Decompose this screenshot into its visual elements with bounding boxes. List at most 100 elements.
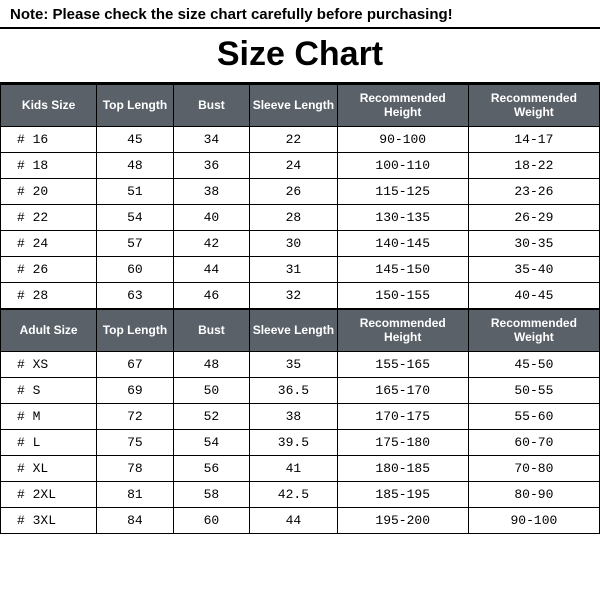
table-cell: # 24 bbox=[1, 230, 97, 256]
table-cell: 170-175 bbox=[337, 403, 468, 429]
table-cell: 185-195 bbox=[337, 481, 468, 507]
table-cell: 100-110 bbox=[337, 152, 468, 178]
table-cell: 145-150 bbox=[337, 256, 468, 282]
table-cell: 70-80 bbox=[468, 455, 599, 481]
table-cell: 45-50 bbox=[468, 351, 599, 377]
table-cell: 39.5 bbox=[250, 429, 337, 455]
adult-header-bust: Bust bbox=[173, 309, 250, 351]
table-cell: 60-70 bbox=[468, 429, 599, 455]
table-cell: 32 bbox=[250, 282, 337, 308]
table-cell: 54 bbox=[173, 429, 250, 455]
table-cell: # 3XL bbox=[1, 507, 97, 533]
table-cell: 48 bbox=[173, 351, 250, 377]
table-cell: # XS bbox=[1, 351, 97, 377]
table-cell: 56 bbox=[173, 455, 250, 481]
table-cell: 35-40 bbox=[468, 256, 599, 282]
table-cell: # XL bbox=[1, 455, 97, 481]
table-row: # XS674835155-16545-50 bbox=[1, 351, 600, 377]
table-cell: 22 bbox=[250, 126, 337, 152]
kids-header-row: Kids Size Top Length Bust Sleeve Length … bbox=[1, 85, 600, 127]
table-cell: 28 bbox=[250, 204, 337, 230]
table-cell: # 28 bbox=[1, 282, 97, 308]
table-cell: 55-60 bbox=[468, 403, 599, 429]
table-cell: 38 bbox=[250, 403, 337, 429]
table-cell: # S bbox=[1, 377, 97, 403]
table-row: # 18483624100-11018-22 bbox=[1, 152, 600, 178]
table-cell: 50 bbox=[173, 377, 250, 403]
table-cell: 75 bbox=[97, 429, 174, 455]
table-cell: # 20 bbox=[1, 178, 97, 204]
table-row: # 28634632150-15540-45 bbox=[1, 282, 600, 308]
adult-header-size: Adult Size bbox=[1, 309, 97, 351]
table-cell: 30 bbox=[250, 230, 337, 256]
adult-header-toplength: Top Length bbox=[97, 309, 174, 351]
table-cell: 54 bbox=[97, 204, 174, 230]
table-cell: 42.5 bbox=[250, 481, 337, 507]
table-row: # 24574230140-14530-35 bbox=[1, 230, 600, 256]
table-cell: 67 bbox=[97, 351, 174, 377]
table-cell: 78 bbox=[97, 455, 174, 481]
kids-header-height: Recommended Height bbox=[337, 85, 468, 127]
note-text: Note: Please check the size chart carefu… bbox=[0, 0, 600, 27]
kids-header-bust: Bust bbox=[173, 85, 250, 127]
table-cell: 84 bbox=[97, 507, 174, 533]
table-cell: 30-35 bbox=[468, 230, 599, 256]
kids-body: # 1645342290-10014-17# 18483624100-11018… bbox=[1, 126, 600, 308]
adult-header-weight: Recommended Weight bbox=[468, 309, 599, 351]
table-row: # XL785641180-18570-80 bbox=[1, 455, 600, 481]
table-cell: 24 bbox=[250, 152, 337, 178]
table-cell: 90-100 bbox=[468, 507, 599, 533]
table-cell: 34 bbox=[173, 126, 250, 152]
table-cell: 44 bbox=[250, 507, 337, 533]
adult-header-height: Recommended Height bbox=[337, 309, 468, 351]
table-cell: 180-185 bbox=[337, 455, 468, 481]
table-cell: 50-55 bbox=[468, 377, 599, 403]
table-cell: 26 bbox=[250, 178, 337, 204]
table-cell: 18-22 bbox=[468, 152, 599, 178]
table-cell: 69 bbox=[97, 377, 174, 403]
kids-size-table: Kids Size Top Length Bust Sleeve Length … bbox=[0, 84, 600, 309]
table-cell: 23-26 bbox=[468, 178, 599, 204]
table-cell: 72 bbox=[97, 403, 174, 429]
table-cell: 48 bbox=[97, 152, 174, 178]
adult-size-table: Adult Size Top Length Bust Sleeve Length… bbox=[0, 309, 600, 534]
table-cell: # M bbox=[1, 403, 97, 429]
table-cell: 58 bbox=[173, 481, 250, 507]
adult-header-row: Adult Size Top Length Bust Sleeve Length… bbox=[1, 309, 600, 351]
table-cell: 57 bbox=[97, 230, 174, 256]
table-cell: 26-29 bbox=[468, 204, 599, 230]
table-cell: 80-90 bbox=[468, 481, 599, 507]
table-row: # 20513826115-12523-26 bbox=[1, 178, 600, 204]
table-cell: # 26 bbox=[1, 256, 97, 282]
table-cell: 14-17 bbox=[468, 126, 599, 152]
table-cell: 175-180 bbox=[337, 429, 468, 455]
table-cell: # 18 bbox=[1, 152, 97, 178]
table-cell: 63 bbox=[97, 282, 174, 308]
kids-header-toplength: Top Length bbox=[97, 85, 174, 127]
table-cell: 46 bbox=[173, 282, 250, 308]
table-row: # S695036.5165-17050-55 bbox=[1, 377, 600, 403]
table-cell: # 22 bbox=[1, 204, 97, 230]
table-cell: # 2XL bbox=[1, 481, 97, 507]
table-cell: 40-45 bbox=[468, 282, 599, 308]
table-cell: 60 bbox=[97, 256, 174, 282]
table-row: # 3XL846044195-20090-100 bbox=[1, 507, 600, 533]
table-cell: 81 bbox=[97, 481, 174, 507]
table-row: # 2XL815842.5185-19580-90 bbox=[1, 481, 600, 507]
table-row: # 1645342290-10014-17 bbox=[1, 126, 600, 152]
table-row: # M725238170-17555-60 bbox=[1, 403, 600, 429]
page-title: Size Chart bbox=[0, 27, 600, 84]
table-cell: 130-135 bbox=[337, 204, 468, 230]
table-cell: 41 bbox=[250, 455, 337, 481]
table-cell: 52 bbox=[173, 403, 250, 429]
table-cell: 40 bbox=[173, 204, 250, 230]
table-cell: 45 bbox=[97, 126, 174, 152]
table-cell: 90-100 bbox=[337, 126, 468, 152]
table-cell: 31 bbox=[250, 256, 337, 282]
adult-header-sleeve: Sleeve Length bbox=[250, 309, 337, 351]
table-cell: 35 bbox=[250, 351, 337, 377]
table-cell: 44 bbox=[173, 256, 250, 282]
table-cell: 38 bbox=[173, 178, 250, 204]
kids-header-sleeve: Sleeve Length bbox=[250, 85, 337, 127]
table-row: # L755439.5175-18060-70 bbox=[1, 429, 600, 455]
